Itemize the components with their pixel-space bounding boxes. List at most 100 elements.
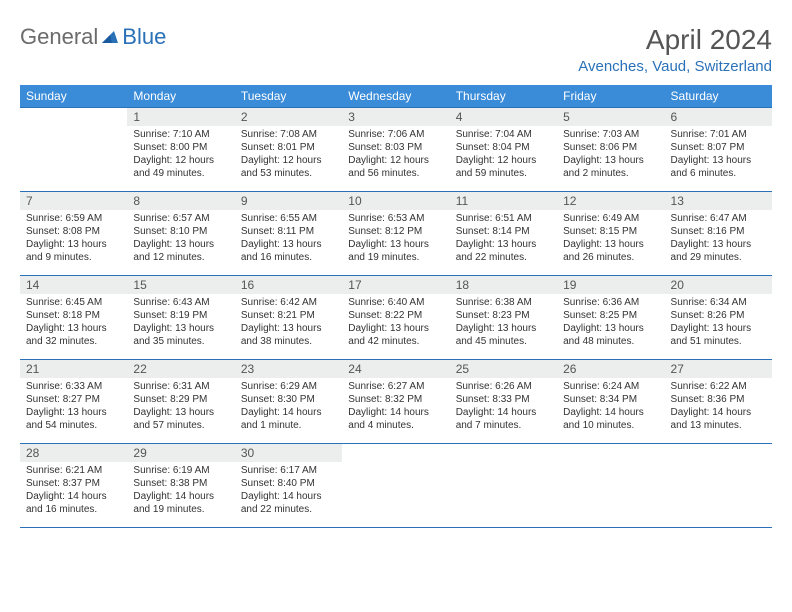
day-details: Sunrise: 6:43 AMSunset: 8:19 PMDaylight:… <box>127 294 234 350</box>
sunrise-line: Sunrise: 6:38 AM <box>456 296 551 309</box>
daylight-line: Daylight: 12 hours and 53 minutes. <box>241 154 336 180</box>
sunrise-line: Sunrise: 6:45 AM <box>26 296 121 309</box>
day-number <box>342 444 449 462</box>
daylight-line: Daylight: 14 hours and 22 minutes. <box>241 490 336 516</box>
sunset-line: Sunset: 8:11 PM <box>241 225 336 238</box>
sunrise-line: Sunrise: 6:33 AM <box>26 380 121 393</box>
day-details: Sunrise: 7:06 AMSunset: 8:03 PMDaylight:… <box>342 126 449 182</box>
calendar-day-cell: 11Sunrise: 6:51 AMSunset: 8:14 PMDayligh… <box>450 192 557 276</box>
calendar-day-cell: 7Sunrise: 6:59 AMSunset: 8:08 PMDaylight… <box>20 192 127 276</box>
daylight-line: Daylight: 13 hours and 42 minutes. <box>348 322 443 348</box>
sunrise-line: Sunrise: 6:27 AM <box>348 380 443 393</box>
calendar-day-cell: 9Sunrise: 6:55 AMSunset: 8:11 PMDaylight… <box>235 192 342 276</box>
daylight-line: Daylight: 13 hours and 38 minutes. <box>241 322 336 348</box>
calendar-day-cell: 4Sunrise: 7:04 AMSunset: 8:04 PMDaylight… <box>450 108 557 192</box>
sunset-line: Sunset: 8:34 PM <box>563 393 658 406</box>
sunset-line: Sunset: 8:04 PM <box>456 141 551 154</box>
sunrise-line: Sunrise: 7:08 AM <box>241 128 336 141</box>
weekday-header: Tuesday <box>235 85 342 108</box>
day-number: 24 <box>342 360 449 378</box>
sunrise-line: Sunrise: 6:29 AM <box>241 380 336 393</box>
weekday-header: Friday <box>557 85 664 108</box>
sunset-line: Sunset: 8:07 PM <box>671 141 766 154</box>
calendar-day-cell: 27Sunrise: 6:22 AMSunset: 8:36 PMDayligh… <box>665 360 772 444</box>
day-details: Sunrise: 7:03 AMSunset: 8:06 PMDaylight:… <box>557 126 664 182</box>
sunrise-line: Sunrise: 6:59 AM <box>26 212 121 225</box>
sunrise-line: Sunrise: 6:57 AM <box>133 212 228 225</box>
sunrise-line: Sunrise: 6:24 AM <box>563 380 658 393</box>
daylight-line: Daylight: 14 hours and 19 minutes. <box>133 490 228 516</box>
logo-blue: Blue <box>122 24 166 50</box>
day-details: Sunrise: 6:34 AMSunset: 8:26 PMDaylight:… <box>665 294 772 350</box>
sunset-line: Sunset: 8:16 PM <box>671 225 766 238</box>
day-number: 25 <box>450 360 557 378</box>
day-details: Sunrise: 7:04 AMSunset: 8:04 PMDaylight:… <box>450 126 557 182</box>
day-details: Sunrise: 6:38 AMSunset: 8:23 PMDaylight:… <box>450 294 557 350</box>
day-details: Sunrise: 6:49 AMSunset: 8:15 PMDaylight:… <box>557 210 664 266</box>
sunset-line: Sunset: 8:23 PM <box>456 309 551 322</box>
day-details: Sunrise: 6:17 AMSunset: 8:40 PMDaylight:… <box>235 462 342 518</box>
day-number: 14 <box>20 276 127 294</box>
calendar-table: SundayMondayTuesdayWednesdayThursdayFrid… <box>20 85 772 528</box>
sunrise-line: Sunrise: 6:43 AM <box>133 296 228 309</box>
day-details: Sunrise: 6:29 AMSunset: 8:30 PMDaylight:… <box>235 378 342 434</box>
day-details: Sunrise: 6:47 AMSunset: 8:16 PMDaylight:… <box>665 210 772 266</box>
calendar-day-cell: 5Sunrise: 7:03 AMSunset: 8:06 PMDaylight… <box>557 108 664 192</box>
day-number: 9 <box>235 192 342 210</box>
day-number: 29 <box>127 444 234 462</box>
sunrise-line: Sunrise: 6:40 AM <box>348 296 443 309</box>
daylight-line: Daylight: 12 hours and 59 minutes. <box>456 154 551 180</box>
calendar-day-cell <box>557 444 664 528</box>
calendar-day-cell: 25Sunrise: 6:26 AMSunset: 8:33 PMDayligh… <box>450 360 557 444</box>
location-text: Avenches, Vaud, Switzerland <box>578 58 772 75</box>
day-number: 4 <box>450 108 557 126</box>
day-number: 16 <box>235 276 342 294</box>
daylight-line: Daylight: 14 hours and 1 minute. <box>241 406 336 432</box>
calendar-day-cell: 23Sunrise: 6:29 AMSunset: 8:30 PMDayligh… <box>235 360 342 444</box>
logo-general: General <box>20 24 98 50</box>
day-number <box>20 108 127 126</box>
day-number <box>450 444 557 462</box>
calendar-day-cell <box>342 444 449 528</box>
day-number: 21 <box>20 360 127 378</box>
calendar-week-row: 7Sunrise: 6:59 AMSunset: 8:08 PMDaylight… <box>20 192 772 276</box>
day-number <box>665 444 772 462</box>
day-details: Sunrise: 6:53 AMSunset: 8:12 PMDaylight:… <box>342 210 449 266</box>
calendar-week-row: 28Sunrise: 6:21 AMSunset: 8:37 PMDayligh… <box>20 444 772 528</box>
day-details: Sunrise: 6:42 AMSunset: 8:21 PMDaylight:… <box>235 294 342 350</box>
calendar-day-cell: 16Sunrise: 6:42 AMSunset: 8:21 PMDayligh… <box>235 276 342 360</box>
calendar-day-cell: 18Sunrise: 6:38 AMSunset: 8:23 PMDayligh… <box>450 276 557 360</box>
sunset-line: Sunset: 8:14 PM <box>456 225 551 238</box>
sunrise-line: Sunrise: 7:04 AM <box>456 128 551 141</box>
day-details: Sunrise: 6:22 AMSunset: 8:36 PMDaylight:… <box>665 378 772 434</box>
daylight-line: Daylight: 13 hours and 22 minutes. <box>456 238 551 264</box>
calendar-day-cell: 8Sunrise: 6:57 AMSunset: 8:10 PMDaylight… <box>127 192 234 276</box>
weekday-header: Saturday <box>665 85 772 108</box>
sunrise-line: Sunrise: 6:34 AM <box>671 296 766 309</box>
sunset-line: Sunset: 8:33 PM <box>456 393 551 406</box>
day-number: 15 <box>127 276 234 294</box>
title-block: April 2024 Avenches, Vaud, Switzerland <box>578 24 772 75</box>
day-details: Sunrise: 6:31 AMSunset: 8:29 PMDaylight:… <box>127 378 234 434</box>
daylight-line: Daylight: 13 hours and 19 minutes. <box>348 238 443 264</box>
day-number: 12 <box>557 192 664 210</box>
calendar-day-cell: 30Sunrise: 6:17 AMSunset: 8:40 PMDayligh… <box>235 444 342 528</box>
daylight-line: Daylight: 13 hours and 48 minutes. <box>563 322 658 348</box>
day-number: 2 <box>235 108 342 126</box>
calendar-body: 1Sunrise: 7:10 AMSunset: 8:00 PMDaylight… <box>20 108 772 528</box>
daylight-line: Daylight: 14 hours and 10 minutes. <box>563 406 658 432</box>
sunrise-line: Sunrise: 6:36 AM <box>563 296 658 309</box>
calendar-day-cell: 24Sunrise: 6:27 AMSunset: 8:32 PMDayligh… <box>342 360 449 444</box>
sunset-line: Sunset: 8:18 PM <box>26 309 121 322</box>
sunrise-line: Sunrise: 6:31 AM <box>133 380 228 393</box>
day-details: Sunrise: 6:33 AMSunset: 8:27 PMDaylight:… <box>20 378 127 434</box>
day-number: 30 <box>235 444 342 462</box>
day-details: Sunrise: 6:51 AMSunset: 8:14 PMDaylight:… <box>450 210 557 266</box>
calendar-day-cell: 20Sunrise: 6:34 AMSunset: 8:26 PMDayligh… <box>665 276 772 360</box>
calendar-day-cell: 21Sunrise: 6:33 AMSunset: 8:27 PMDayligh… <box>20 360 127 444</box>
day-details: Sunrise: 7:08 AMSunset: 8:01 PMDaylight:… <box>235 126 342 182</box>
calendar-day-cell <box>450 444 557 528</box>
calendar-day-cell: 22Sunrise: 6:31 AMSunset: 8:29 PMDayligh… <box>127 360 234 444</box>
calendar-day-cell <box>665 444 772 528</box>
sunrise-line: Sunrise: 6:42 AM <box>241 296 336 309</box>
